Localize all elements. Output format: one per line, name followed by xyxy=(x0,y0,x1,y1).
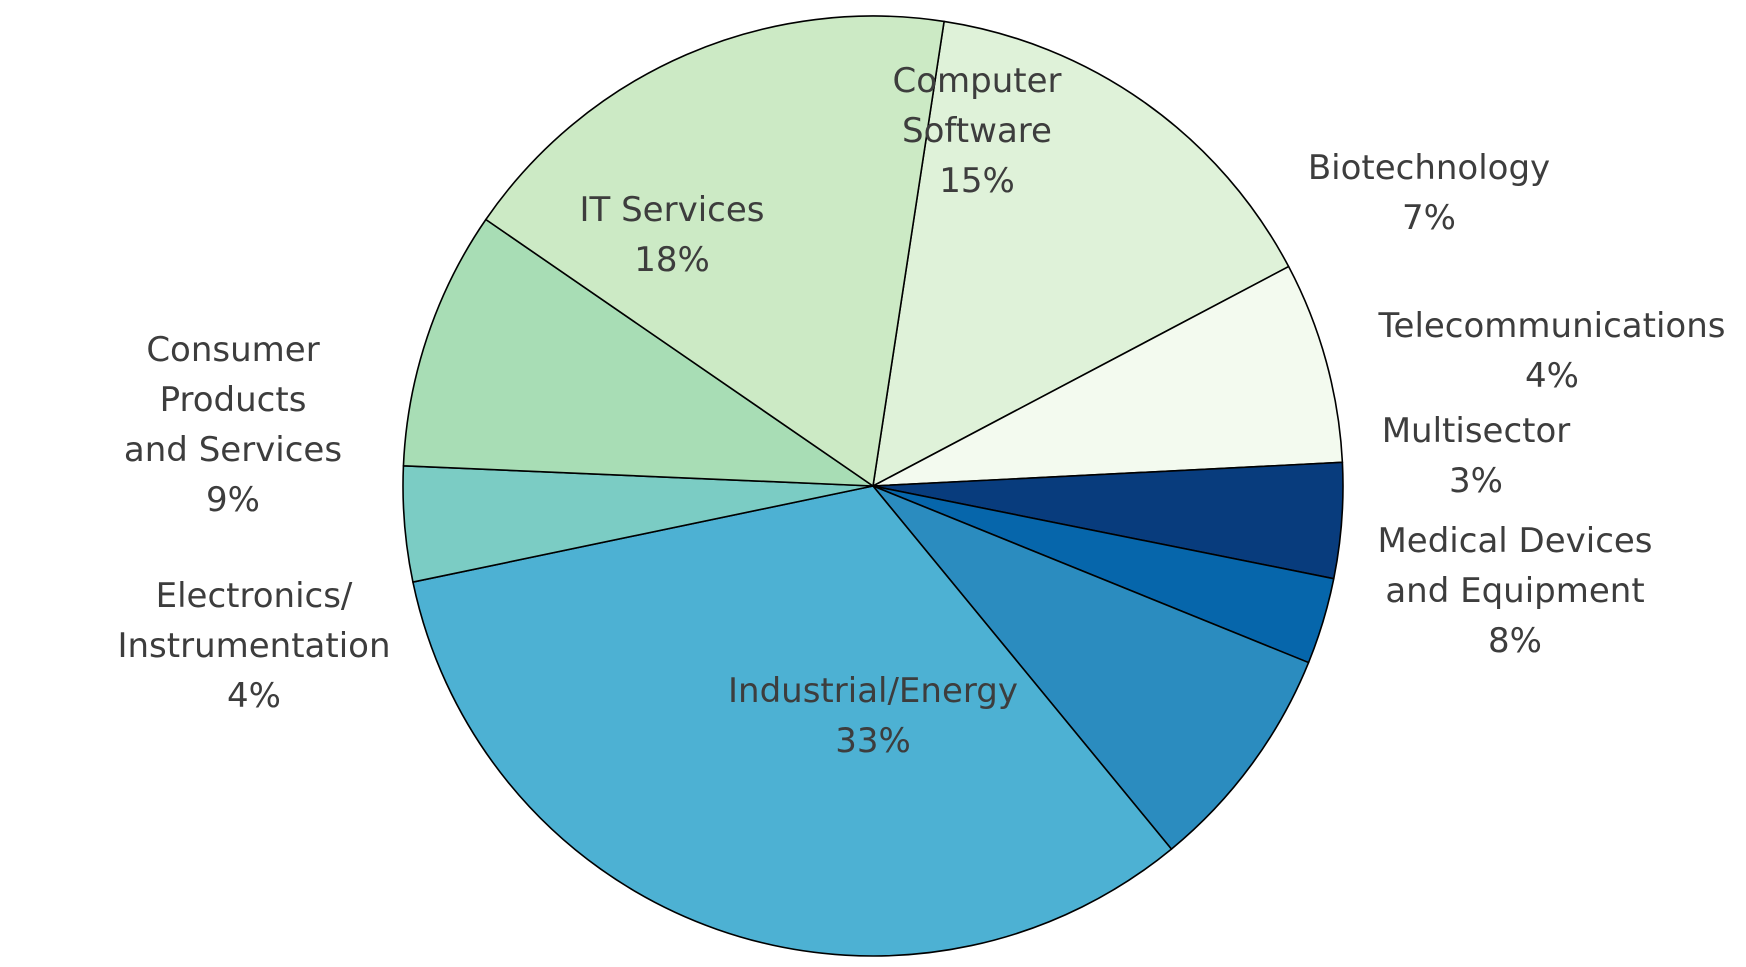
label-telecommunications: Telecommunications 4% xyxy=(1378,306,1726,396)
label-multisector: Multisector 3% xyxy=(1382,411,1571,501)
label-computer-software: Computer Software 15% xyxy=(892,61,1061,201)
slice-computer-software xyxy=(872,20,1290,487)
slice-name-label: Multisector xyxy=(1382,411,1571,451)
slice-name-label: Instrumentation xyxy=(117,626,390,666)
slice-name-label: Telecommunications xyxy=(1378,306,1726,346)
slice-name-label: IT Services xyxy=(580,190,765,230)
slice-labels: Computer Software 15% Biotechnology 7% Teleco… xyxy=(117,61,1725,761)
slice-value-label: 8% xyxy=(1488,621,1542,661)
label-electronics-instrumentation: Electronics/Instrumentation 4% xyxy=(117,576,390,716)
slice-name-label: and Services xyxy=(124,430,342,470)
label-it-services: IT Services 18% xyxy=(580,190,765,280)
slice-name-label: Electronics/ xyxy=(156,576,353,616)
slice-industrial-energy xyxy=(412,485,1173,957)
label-medical-devices-and-equipment: Medical Devices and Equipment 8% xyxy=(1377,521,1652,661)
slice-name-label: Biotechnology xyxy=(1308,148,1550,188)
slice-value-label: 3% xyxy=(1449,461,1503,501)
slice-value-label: 18% xyxy=(634,240,710,280)
slice-value-label: 15% xyxy=(939,161,1015,201)
label-biotechnology: Biotechnology 7% xyxy=(1308,148,1550,238)
slice-medical-devices-and-equipment xyxy=(872,485,1310,850)
slice-name-label: Medical Devices xyxy=(1377,521,1652,561)
slice-name-label: Products xyxy=(160,380,307,420)
slice-value-label: 4% xyxy=(227,676,281,716)
slice-it-services xyxy=(485,15,945,487)
slice-name-label: Industrial/Energy xyxy=(728,671,1018,711)
slice-name-label: and Equipment xyxy=(1385,571,1644,611)
slice-name-label: Consumer xyxy=(146,330,319,370)
slice-biotechnology xyxy=(872,265,1344,487)
label-industrial-energy: Industrial/Energy 33% xyxy=(728,671,1018,761)
slice-name-label: Software xyxy=(902,111,1052,151)
slice-value-label: 33% xyxy=(835,721,911,761)
label-consumer-products-and-services: Consumer Products and Services 9% xyxy=(124,330,342,520)
pie-slices xyxy=(402,15,1344,957)
slice-name-label: Computer xyxy=(892,61,1061,101)
slice-value-label: 4% xyxy=(1525,356,1579,396)
slice-value-label: 9% xyxy=(206,480,260,520)
slice-consumer-products-and-services xyxy=(402,218,874,487)
slice-value-label: 7% xyxy=(1402,198,1456,238)
